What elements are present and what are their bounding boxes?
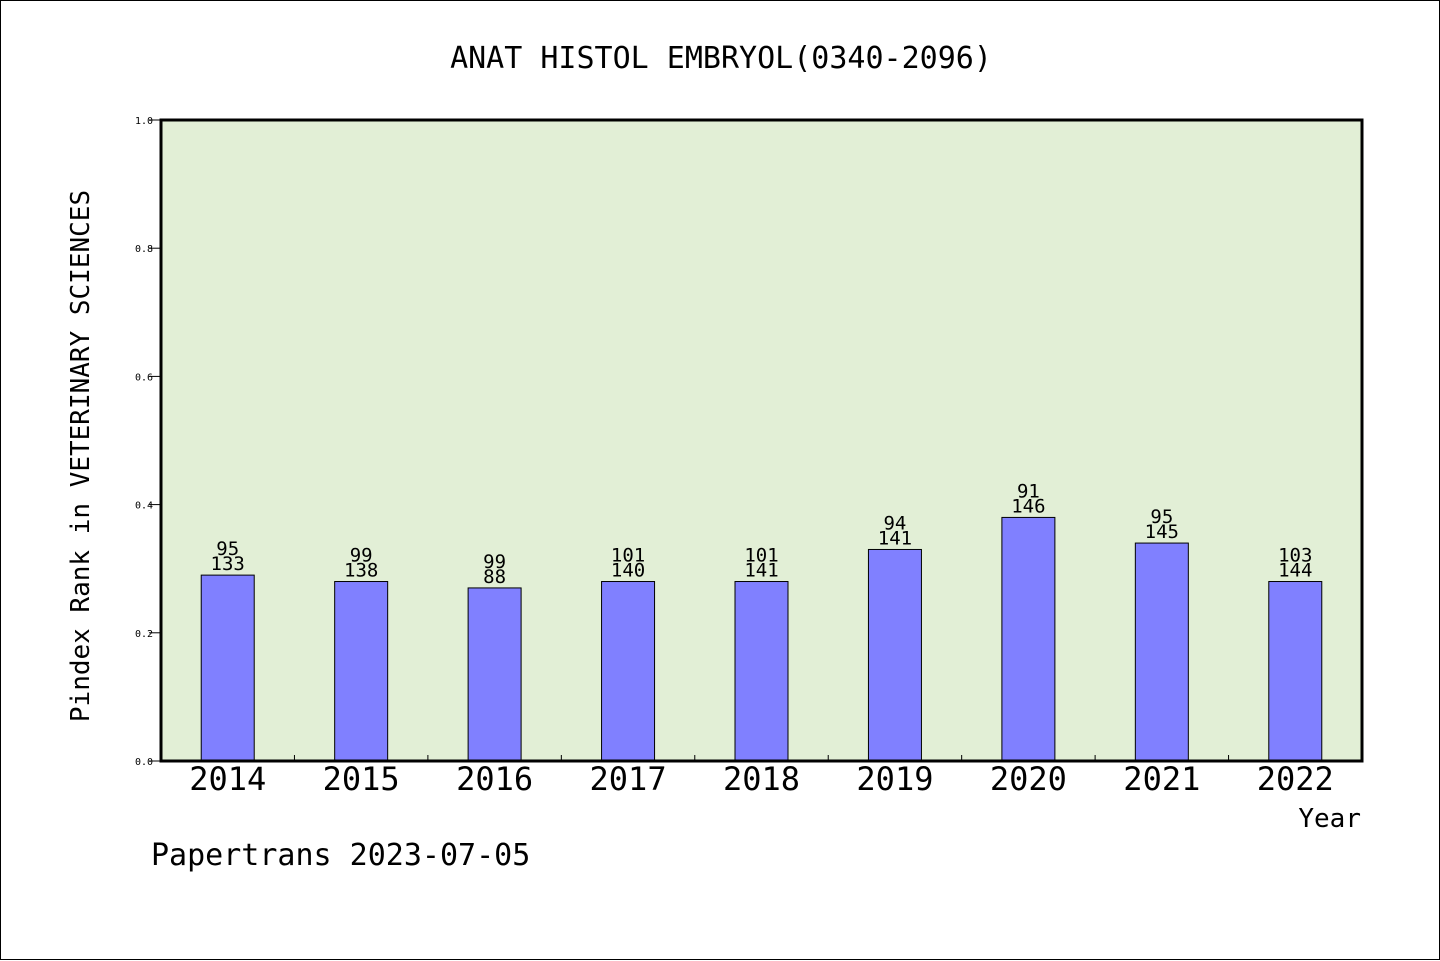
bar-2021	[1134, 542, 1189, 762]
data-label-top-2018: 101	[744, 545, 778, 567]
y-tick-label: 1.0	[135, 116, 153, 127]
data-label-bottom-2020: 146	[1011, 495, 1045, 517]
x-tick-label-2022: 2022	[1257, 760, 1334, 798]
x-tick-label-2016: 2016	[456, 760, 533, 798]
y-tick-label: 0.2	[135, 629, 153, 640]
y-axis: 0.0 0.2 0.4 0.6 0.8 1.0	[135, 116, 161, 768]
x-tick-label-2014: 2014	[189, 760, 266, 798]
bar-2020	[1001, 516, 1056, 762]
data-label-bottom-2021: 145	[1145, 521, 1179, 543]
bars-layer	[200, 516, 1323, 762]
y-tick-label: 0.4	[135, 501, 153, 512]
y-tick-label: 0.0	[135, 757, 153, 768]
data-label-top-2022: 103	[1278, 545, 1312, 567]
data-label-top-2020: 91	[1017, 480, 1040, 502]
data-label-bottom-2017: 140	[611, 560, 645, 582]
bar-2016	[467, 587, 522, 762]
x-tick-label-2021: 2021	[1123, 760, 1200, 798]
data-label-bottom-2014: 133	[211, 553, 245, 575]
bar-2022	[1268, 581, 1323, 762]
y-axis-label: Pindex Rank in VETERINARY SCIENCES	[66, 190, 96, 722]
bar-2018	[734, 581, 789, 762]
x-tick-label-2020: 2020	[990, 760, 1067, 798]
data-label-top-2017: 101	[611, 545, 645, 567]
data-label-top-2015: 99	[350, 545, 373, 567]
y-tick-label: 0.6	[135, 372, 153, 383]
data-label-bottom-2019: 141	[878, 527, 912, 549]
data-label-top-2019: 94	[883, 512, 906, 534]
bar-2015	[334, 581, 389, 762]
data-label-top-2016: 99	[483, 551, 506, 573]
y-tick-label: 0.8	[135, 244, 153, 255]
data-label-top-2014: 95	[216, 538, 239, 560]
x-tick-label-2018: 2018	[723, 760, 800, 798]
plot-border	[159, 118, 1364, 763]
data-label-bottom-2022: 144	[1278, 560, 1312, 582]
bar-2014	[200, 574, 255, 762]
data-label-top-2021: 95	[1150, 506, 1173, 528]
chart-title: ANAT HISTOL EMBRYOL(0340-2096)	[450, 41, 992, 76]
x-tick-label-2015: 2015	[323, 760, 400, 798]
data-label-bottom-2016: 88	[483, 566, 506, 588]
x-axis-label: Year	[1298, 804, 1361, 834]
bar-2019	[867, 548, 922, 762]
bar-2017	[601, 581, 656, 762]
x-axis: 2014 2015 2016 2017 2018 2019 2020 2021 2022	[189, 755, 1334, 798]
footer-credit: Papertrans 2023-07-05	[151, 838, 530, 873]
data-label-bottom-2015: 138	[344, 560, 378, 582]
x-tick-label-2017: 2017	[590, 760, 667, 798]
x-tick-label-2019: 2019	[856, 760, 933, 798]
data-label-bottom-2018: 141	[744, 560, 778, 582]
